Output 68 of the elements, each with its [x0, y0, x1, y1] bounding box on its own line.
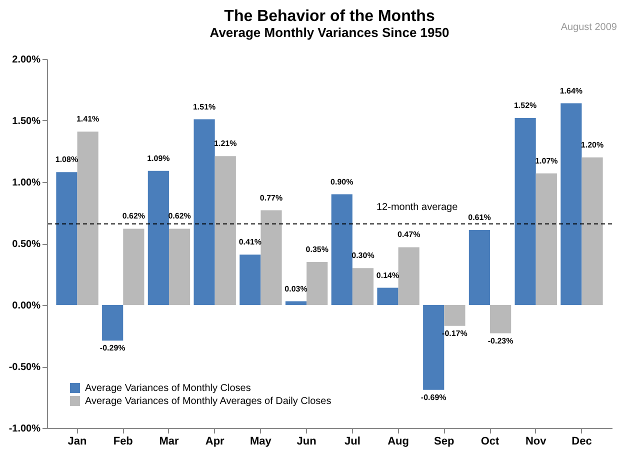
chart-title: The Behavior of the Months — [224, 8, 435, 25]
x-tick-label: Jan — [68, 436, 88, 448]
data-label: 0.90% — [330, 177, 354, 186]
y-tick-label: 1.50% — [12, 116, 41, 127]
text: August 2009 — [560, 22, 617, 33]
ref-line-label: 12-month average — [376, 202, 458, 213]
data-label: 1.64% — [560, 86, 583, 96]
data-label: -0.29% — [100, 344, 126, 353]
bar — [331, 194, 352, 305]
x-tick-label: Mar — [159, 436, 180, 448]
y-tick-label: 2.00% — [12, 54, 41, 66]
x-tick-label: Nov — [525, 436, 548, 448]
x-tick-label: Jun — [296, 436, 317, 448]
legend-label: Average Variances of Monthly Averages of Daily Closes — [85, 396, 332, 407]
data-label: 1.41% — [76, 114, 100, 124]
data-label: -0.69% — [420, 392, 446, 402]
x-tick-label: Apr — [205, 436, 226, 448]
bar — [582, 157, 603, 305]
data-label: 0.14% — [376, 270, 400, 280]
x-tick-label: Oct — [480, 436, 500, 448]
bar — [514, 118, 536, 305]
data-label: 0.77% — [260, 193, 283, 202]
bar — [148, 170, 169, 305]
bar — [168, 228, 190, 305]
data-label: 1.51% — [192, 102, 216, 112]
data-label: 0.03% — [284, 284, 308, 294]
bar — [77, 132, 98, 305]
bar — [398, 247, 420, 305]
x-tick-label: Feb — [113, 436, 134, 448]
bar — [490, 305, 512, 334]
y-tick-label: 0.00% — [12, 300, 41, 312]
x-tick-label: Aug — [388, 436, 409, 448]
y-tick-label: -0.50% — [8, 362, 41, 373]
data-label: 0.35% — [306, 244, 328, 254]
bar — [56, 172, 78, 305]
y-tick-label: 0.50% — [12, 239, 41, 250]
bar — [377, 288, 398, 305]
bar — [306, 262, 328, 305]
bar — [194, 119, 215, 305]
data-label: 0.61% — [468, 212, 491, 222]
data-label: 1.52% — [514, 101, 537, 110]
bar — [444, 305, 466, 326]
bar — [352, 268, 374, 305]
x-tick-label: Dec — [572, 436, 592, 448]
y-tick-label: 1.00% — [12, 178, 41, 188]
data-label: 1.07% — [535, 156, 558, 166]
bar — [536, 173, 557, 305]
data-label: 1.21% — [214, 139, 237, 148]
y-tick-label: -1.00% — [8, 424, 41, 434]
bar — [560, 103, 582, 305]
data-label: 0.62% — [122, 212, 146, 221]
bar — [102, 305, 124, 341]
bar — [123, 228, 144, 305]
data-label: 1.08% — [55, 155, 78, 164]
x-tick-label: May — [250, 436, 272, 448]
x-tick-label: Sep — [434, 436, 455, 448]
data-label: 1.09% — [147, 154, 170, 163]
bar — [468, 230, 490, 305]
data-label: 0.47% — [397, 230, 420, 240]
bar — [240, 254, 261, 305]
chart-subtitle: Average Monthly Variances Since 1950 — [210, 25, 450, 40]
bar — [285, 301, 307, 305]
x-tick-label: Jul — [344, 436, 360, 448]
bar — [214, 156, 236, 305]
data-label: -0.23% — [488, 336, 514, 346]
data-label: 0.41% — [238, 238, 262, 247]
bar — [260, 210, 282, 305]
legend-label: Average Variances of Monthly Closes — [85, 383, 251, 394]
